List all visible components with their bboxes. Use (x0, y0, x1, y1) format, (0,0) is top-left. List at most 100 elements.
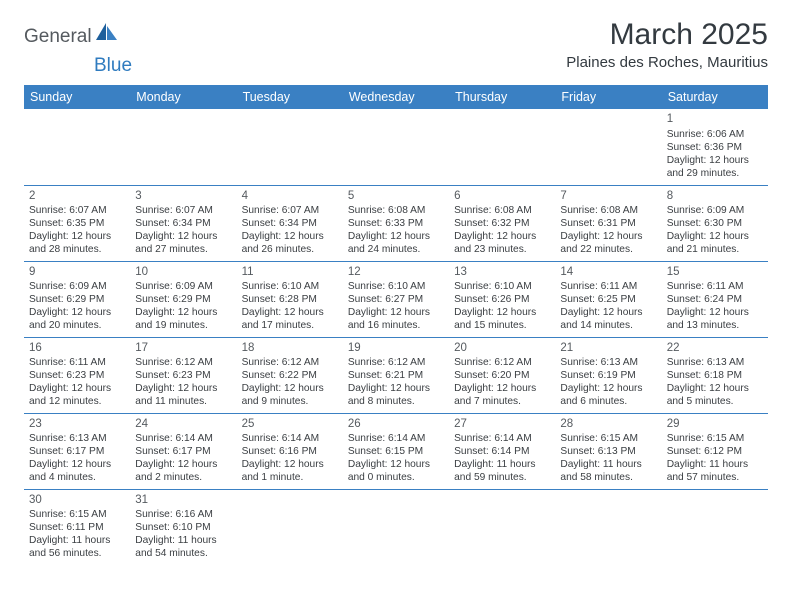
day-number: 9 (29, 265, 125, 280)
day-number: 16 (29, 341, 125, 356)
day-number: 27 (454, 417, 550, 432)
day-number: 24 (135, 417, 231, 432)
calendar-cell (555, 489, 661, 565)
sunrise-text: Sunrise: 6:11 AM (667, 280, 763, 293)
sunset-text: Sunset: 6:27 PM (348, 293, 444, 306)
logo-text-general: General (24, 26, 92, 48)
sunset-text: Sunset: 6:29 PM (29, 293, 125, 306)
daylight-text: Daylight: 12 hours (29, 458, 125, 471)
daylight-text: Daylight: 12 hours (135, 458, 231, 471)
calendar-cell: 27Sunrise: 6:14 AMSunset: 6:14 PMDayligh… (449, 413, 555, 489)
calendar-cell: 25Sunrise: 6:14 AMSunset: 6:16 PMDayligh… (237, 413, 343, 489)
daylight-text: Daylight: 12 hours (242, 230, 338, 243)
daylight-text: Daylight: 12 hours (560, 230, 656, 243)
daylight-text: and 58 minutes. (560, 471, 656, 484)
daylight-text: and 19 minutes. (135, 319, 231, 332)
daylight-text: and 6 minutes. (560, 395, 656, 408)
calendar-cell: 31Sunrise: 6:16 AMSunset: 6:10 PMDayligh… (130, 489, 236, 565)
sunset-text: Sunset: 6:20 PM (454, 369, 550, 382)
calendar-cell: 30Sunrise: 6:15 AMSunset: 6:11 PMDayligh… (24, 489, 130, 565)
sunrise-text: Sunrise: 6:06 AM (667, 128, 763, 141)
month-title: March 2025 (566, 18, 768, 52)
day-number: 22 (667, 341, 763, 356)
day-number: 1 (667, 112, 763, 127)
sunset-text: Sunset: 6:29 PM (135, 293, 231, 306)
daylight-text: and 24 minutes. (348, 243, 444, 256)
calendar-cell (449, 489, 555, 565)
sunrise-text: Sunrise: 6:15 AM (560, 432, 656, 445)
daylight-text: Daylight: 12 hours (135, 230, 231, 243)
sunrise-text: Sunrise: 6:08 AM (348, 204, 444, 217)
daylight-text: and 12 minutes. (29, 395, 125, 408)
day-header: Wednesday (343, 85, 449, 109)
sunrise-text: Sunrise: 6:10 AM (454, 280, 550, 293)
day-number: 3 (135, 189, 231, 204)
sunrise-text: Sunrise: 6:12 AM (348, 356, 444, 369)
daylight-text: Daylight: 12 hours (454, 382, 550, 395)
day-number: 19 (348, 341, 444, 356)
sunset-text: Sunset: 6:26 PM (454, 293, 550, 306)
calendar-week: 2Sunrise: 6:07 AMSunset: 6:35 PMDaylight… (24, 185, 768, 261)
calendar-cell: 16Sunrise: 6:11 AMSunset: 6:23 PMDayligh… (24, 337, 130, 413)
calendar-cell: 14Sunrise: 6:11 AMSunset: 6:25 PMDayligh… (555, 261, 661, 337)
day-number: 5 (348, 189, 444, 204)
calendar-cell: 2Sunrise: 6:07 AMSunset: 6:35 PMDaylight… (24, 185, 130, 261)
sunrise-text: Sunrise: 6:11 AM (29, 356, 125, 369)
calendar-cell: 22Sunrise: 6:13 AMSunset: 6:18 PMDayligh… (662, 337, 768, 413)
calendar-table: Sunday Monday Tuesday Wednesday Thursday… (24, 85, 768, 565)
calendar-cell: 23Sunrise: 6:13 AMSunset: 6:17 PMDayligh… (24, 413, 130, 489)
day-number: 31 (135, 493, 231, 508)
calendar-cell: 17Sunrise: 6:12 AMSunset: 6:23 PMDayligh… (130, 337, 236, 413)
daylight-text: Daylight: 12 hours (348, 382, 444, 395)
daylight-text: Daylight: 11 hours (135, 534, 231, 547)
calendar-cell (343, 109, 449, 185)
calendar-cell: 5Sunrise: 6:08 AMSunset: 6:33 PMDaylight… (343, 185, 449, 261)
daylight-text: and 7 minutes. (454, 395, 550, 408)
day-number: 8 (667, 189, 763, 204)
daylight-text: Daylight: 12 hours (667, 230, 763, 243)
calendar-cell: 6Sunrise: 6:08 AMSunset: 6:32 PMDaylight… (449, 185, 555, 261)
day-number: 20 (454, 341, 550, 356)
sunrise-text: Sunrise: 6:12 AM (242, 356, 338, 369)
calendar-cell (237, 109, 343, 185)
sunset-text: Sunset: 6:17 PM (135, 445, 231, 458)
day-header: Tuesday (237, 85, 343, 109)
calendar-week: 30Sunrise: 6:15 AMSunset: 6:11 PMDayligh… (24, 489, 768, 565)
calendar-week: 9Sunrise: 6:09 AMSunset: 6:29 PMDaylight… (24, 261, 768, 337)
day-number: 13 (454, 265, 550, 280)
sunrise-text: Sunrise: 6:14 AM (135, 432, 231, 445)
calendar-cell: 4Sunrise: 6:07 AMSunset: 6:34 PMDaylight… (237, 185, 343, 261)
sunset-text: Sunset: 6:36 PM (667, 141, 763, 154)
daylight-text: Daylight: 12 hours (348, 306, 444, 319)
daylight-text: and 59 minutes. (454, 471, 550, 484)
daylight-text: Daylight: 12 hours (454, 230, 550, 243)
sunrise-text: Sunrise: 6:14 AM (348, 432, 444, 445)
calendar-cell: 20Sunrise: 6:12 AMSunset: 6:20 PMDayligh… (449, 337, 555, 413)
calendar-cell: 19Sunrise: 6:12 AMSunset: 6:21 PMDayligh… (343, 337, 449, 413)
calendar-cell: 21Sunrise: 6:13 AMSunset: 6:19 PMDayligh… (555, 337, 661, 413)
calendar-cell: 10Sunrise: 6:09 AMSunset: 6:29 PMDayligh… (130, 261, 236, 337)
sunset-text: Sunset: 6:18 PM (667, 369, 763, 382)
sunrise-text: Sunrise: 6:16 AM (135, 508, 231, 521)
sunrise-text: Sunrise: 6:07 AM (135, 204, 231, 217)
sunrise-text: Sunrise: 6:07 AM (29, 204, 125, 217)
daylight-text: Daylight: 12 hours (667, 382, 763, 395)
sunrise-text: Sunrise: 6:12 AM (454, 356, 550, 369)
daylight-text: and 17 minutes. (242, 319, 338, 332)
sunset-text: Sunset: 6:33 PM (348, 217, 444, 230)
logo: General (24, 26, 120, 48)
sunrise-text: Sunrise: 6:08 AM (560, 204, 656, 217)
daylight-text: Daylight: 12 hours (242, 306, 338, 319)
day-number: 15 (667, 265, 763, 280)
sunrise-text: Sunrise: 6:14 AM (454, 432, 550, 445)
sunset-text: Sunset: 6:31 PM (560, 217, 656, 230)
calendar-cell (343, 489, 449, 565)
daylight-text: Daylight: 12 hours (667, 306, 763, 319)
sunset-text: Sunset: 6:25 PM (560, 293, 656, 306)
logo-text-blue: Blue (94, 55, 132, 77)
day-number: 12 (348, 265, 444, 280)
sunrise-text: Sunrise: 6:13 AM (560, 356, 656, 369)
daylight-text: and 29 minutes. (667, 167, 763, 180)
daylight-text: Daylight: 12 hours (242, 382, 338, 395)
day-header: Monday (130, 85, 236, 109)
